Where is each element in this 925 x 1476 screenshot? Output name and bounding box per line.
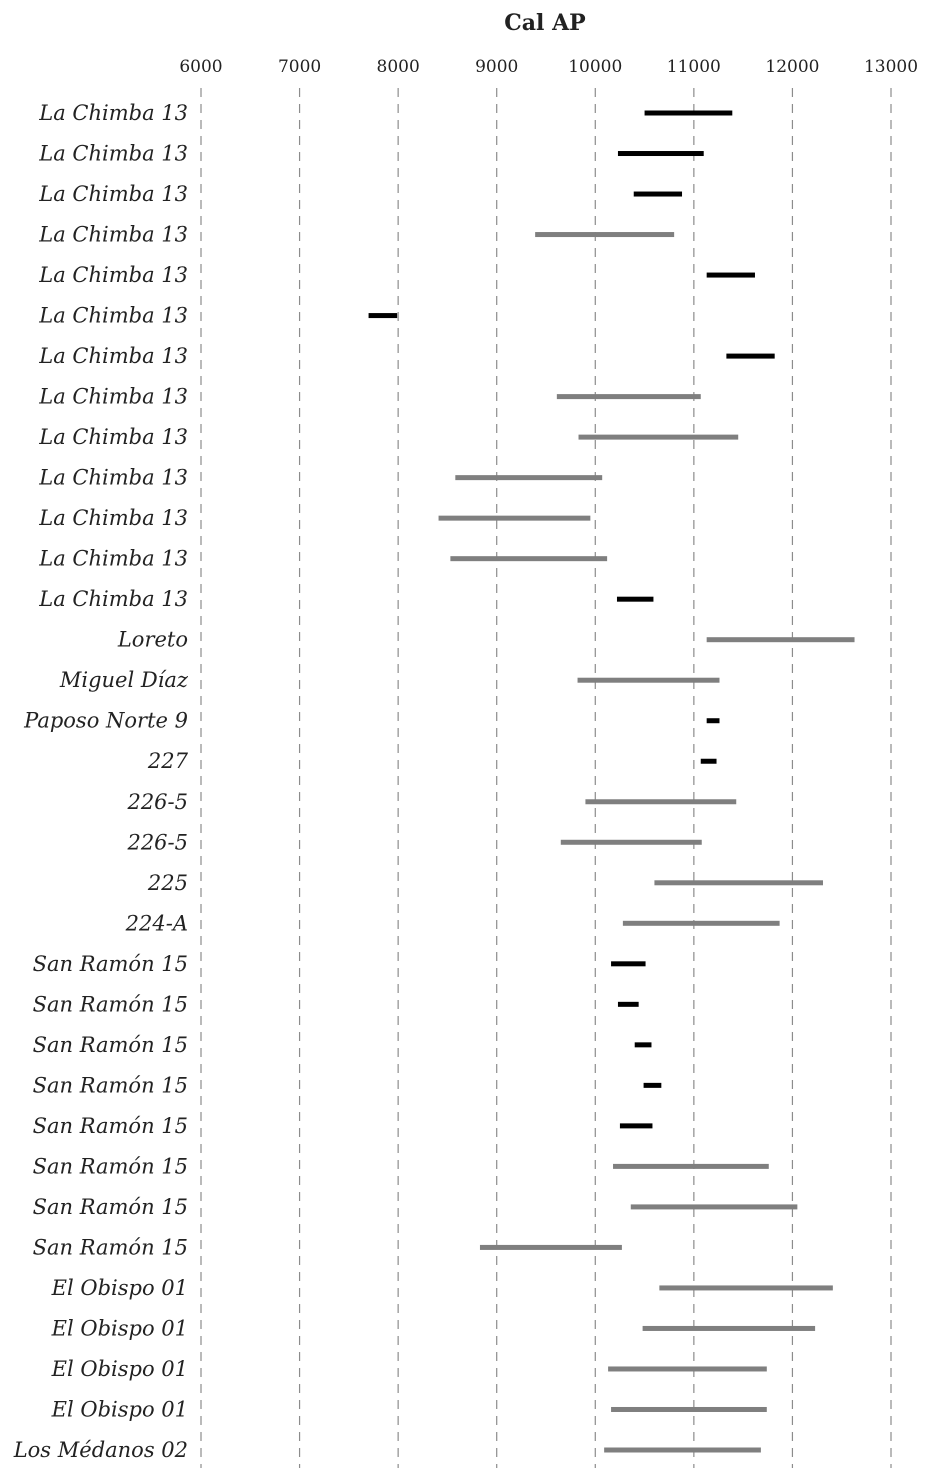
range-bar-28 <box>630 1204 798 1210</box>
range-bar-33 <box>611 1406 767 1412</box>
row-label-29: San Ramón 15 <box>33 1235 188 1259</box>
range-bar-16 <box>706 718 720 724</box>
range-bar-27 <box>613 1163 769 1169</box>
row-label-10: La Chimba 13 <box>38 466 188 490</box>
row-label-27: San Ramón 15 <box>33 1154 188 1178</box>
range-bar-31 <box>642 1325 816 1331</box>
range-bar-5 <box>706 272 755 278</box>
range-bar-9 <box>578 434 739 440</box>
range-bar-29 <box>479 1244 622 1250</box>
row-label-34: Los Médanos 02 <box>13 1438 188 1462</box>
range-bar-26 <box>619 1123 653 1129</box>
row-label-8: La Chimba 13 <box>38 385 188 409</box>
x-tick-label-7000: 7000 <box>278 57 321 77</box>
range-bar-14 <box>706 637 855 643</box>
range-bar-4 <box>535 232 675 238</box>
row-label-3: La Chimba 13 <box>38 182 188 206</box>
range-bar-34 <box>604 1447 761 1453</box>
row-label-23: San Ramón 15 <box>33 992 188 1016</box>
range-bars <box>368 110 855 1453</box>
range-bar-17 <box>700 758 717 764</box>
row-label-13: La Chimba 13 <box>38 587 188 611</box>
chart-title: Cal AP <box>504 10 585 36</box>
range-bar-15 <box>577 677 720 683</box>
range-bar-32 <box>608 1366 767 1372</box>
range-bar-23 <box>617 1001 639 1007</box>
row-label-30: El Obispo 01 <box>51 1276 188 1300</box>
row-label-7: La Chimba 13 <box>38 344 188 368</box>
range-bar-6 <box>368 313 398 319</box>
range-bar-20 <box>654 880 823 886</box>
row-label-12: La Chimba 13 <box>38 547 188 571</box>
range-bar-12 <box>450 556 608 562</box>
row-label-15: Miguel Díaz <box>59 668 189 692</box>
row-label-14: Loreto <box>117 628 188 652</box>
range-bar-22 <box>611 961 646 967</box>
x-tick-label-12000: 12000 <box>765 57 819 77</box>
row-labels: La Chimba 13 La Chimba 13 La Chimba 13 La C… <box>13 101 189 1462</box>
row-label-28: San Ramón 15 <box>33 1195 188 1219</box>
x-tick-label-13000: 13000 <box>864 57 918 77</box>
row-label-24: San Ramón 15 <box>33 1033 188 1057</box>
row-label-1: La Chimba 13 <box>38 101 188 125</box>
row-label-5: La Chimba 13 <box>38 263 188 287</box>
range-bar-1 <box>644 110 733 116</box>
row-label-6: La Chimba 13 <box>38 304 188 328</box>
grid <box>200 88 892 1468</box>
row-label-20: 225 <box>147 871 188 895</box>
range-bar-25 <box>643 1082 662 1088</box>
row-label-22: San Ramón 15 <box>33 952 188 976</box>
row-label-2: La Chimba 13 <box>38 142 188 166</box>
range-bar-21 <box>622 920 780 926</box>
row-label-18: 226-5 <box>126 790 188 814</box>
range-bar-18 <box>585 799 737 805</box>
row-label-11: La Chimba 13 <box>38 506 188 530</box>
range-bar-30 <box>659 1285 833 1291</box>
row-label-19: 226-5 <box>126 830 188 854</box>
row-label-25: San Ramón 15 <box>33 1073 188 1097</box>
row-label-4: La Chimba 13 <box>38 223 188 247</box>
row-label-17: 227 <box>147 749 189 773</box>
range-bar-3 <box>633 191 683 197</box>
row-label-33: El Obispo 01 <box>51 1397 188 1421</box>
row-label-16: Paposo Norte 9 <box>23 709 188 733</box>
range-bar-7 <box>726 353 775 359</box>
range-bar-13 <box>616 596 654 602</box>
row-label-31: El Obispo 01 <box>51 1316 188 1340</box>
range-bar-19 <box>560 839 702 845</box>
x-tick-label-9000: 9000 <box>475 57 518 77</box>
x-tick-label-6000: 6000 <box>179 57 222 77</box>
range-bar-11 <box>438 515 591 521</box>
row-label-32: El Obispo 01 <box>51 1357 188 1381</box>
range-bar-10 <box>455 475 603 481</box>
row-label-26: San Ramón 15 <box>33 1114 188 1138</box>
x-tick-label-11000: 11000 <box>667 57 721 77</box>
row-label-21: 224-A <box>125 911 188 935</box>
x-axis-ticks: 6000 7000 8000 9000 10000 11000 12000 13000 <box>179 57 918 77</box>
range-bar-8 <box>556 394 701 400</box>
range-bar-2 <box>617 151 704 157</box>
x-tick-label-10000: 10000 <box>568 57 622 77</box>
row-label-9: La Chimba 13 <box>38 425 188 449</box>
range-bar-24 <box>634 1042 652 1048</box>
x-tick-label-8000: 8000 <box>377 57 420 77</box>
